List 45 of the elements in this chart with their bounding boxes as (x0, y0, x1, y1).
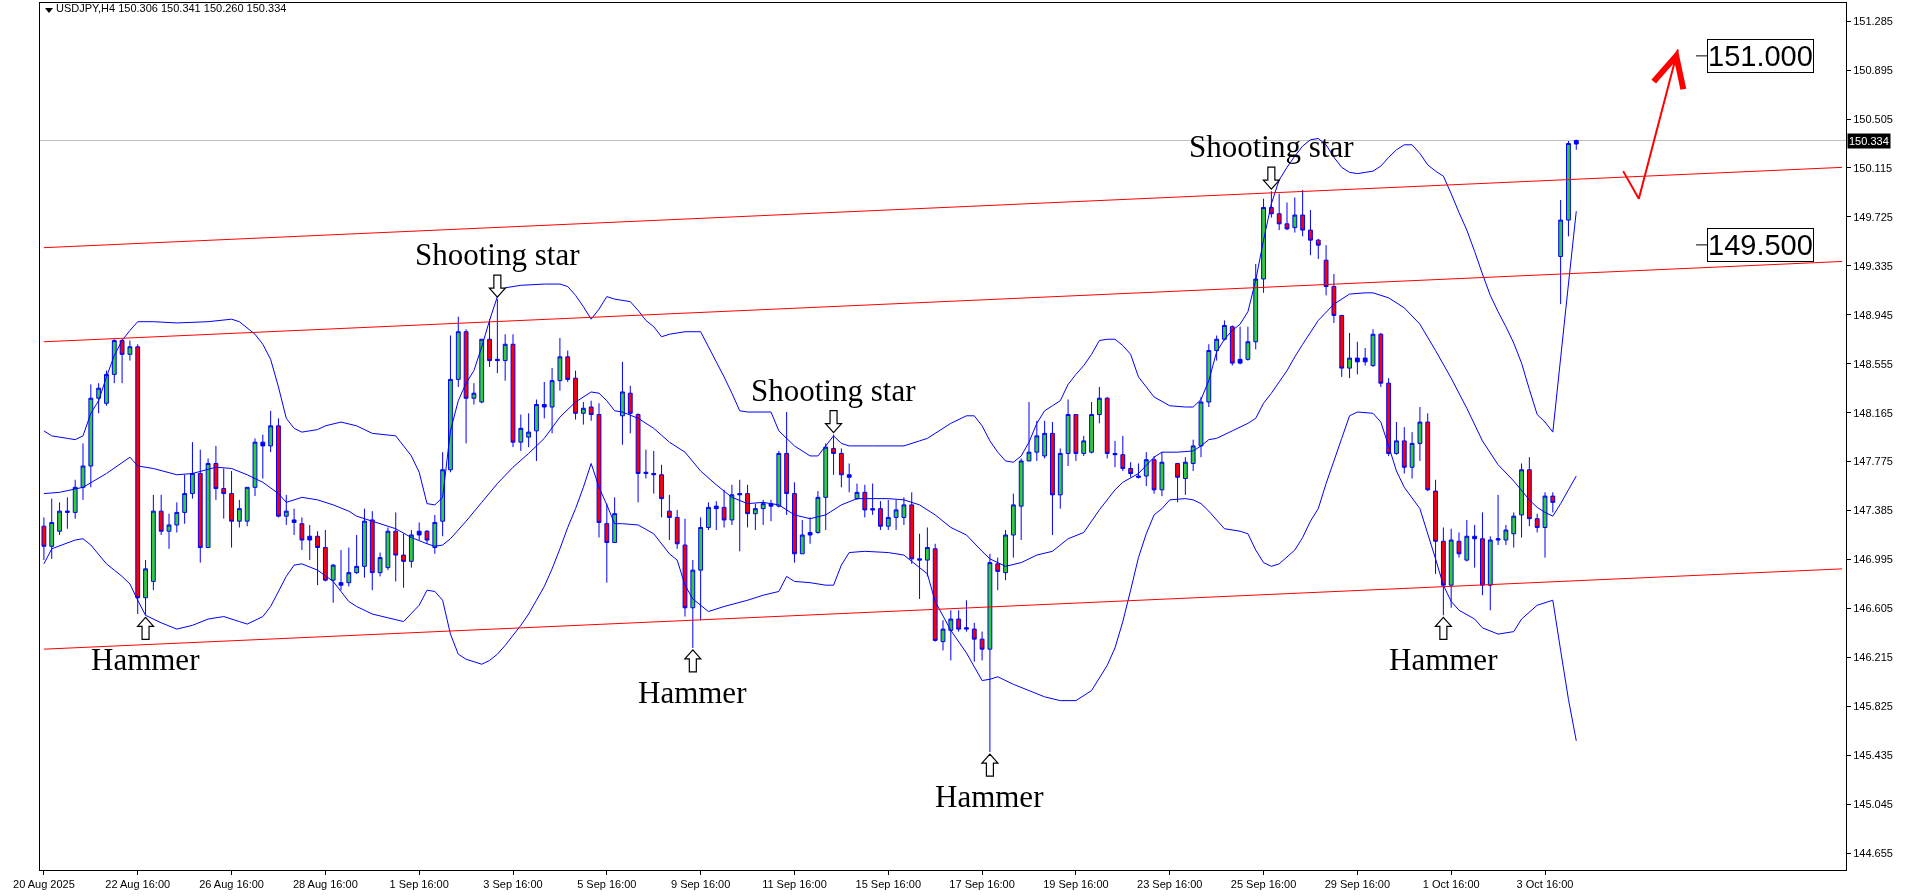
x-tick-label: 9 Sep 16:00 (670, 878, 731, 891)
annotation: Hammer (638, 675, 748, 710)
annotation: Hammer (935, 779, 1045, 814)
y-tick-label: 147.385 (1853, 504, 1893, 517)
y-tick-label: 145.825 (1853, 700, 1893, 713)
y-tick-label: 150.505 (1853, 112, 1893, 125)
y-tick-label: 148.555 (1853, 357, 1893, 370)
annotation: Shooting star (751, 373, 917, 408)
y-tick-label: 146.995 (1853, 553, 1893, 566)
x-tick-label: 11 Sep 16:00 (762, 878, 827, 891)
x-tick-label: 5 Sep 16:00 (577, 878, 637, 891)
y-tick-label: 145.435 (1853, 749, 1893, 762)
x-tick-label: 15 Sep 16:00 (855, 878, 921, 891)
y-tick-label: 149.725 (1853, 210, 1893, 223)
annotation: Hammer (91, 642, 201, 677)
annotation: 151.000 (1708, 40, 1813, 72)
annotation: Hammer (1389, 642, 1499, 677)
y-tick-label: 144.655 (1853, 846, 1893, 859)
x-tick-label: 3 Sep 16:00 (483, 878, 543, 891)
x-tick-label: 17 Sep 16:00 (949, 878, 1015, 891)
x-tick-label: 22 Aug 16:00 (105, 878, 171, 891)
x-tick-label: 1 Oct 16:00 (1422, 878, 1480, 891)
x-tick-label: 29 Sep 16:00 (1324, 878, 1391, 891)
x-tick-label: 28 Aug 16:00 (292, 878, 358, 891)
x-tick-label: 19 Sep 16:00 (1043, 878, 1109, 891)
y-tick-label: 146.605 (1853, 602, 1893, 615)
y-tick-label: 146.215 (1853, 651, 1893, 664)
y-tick-label: 148.165 (1853, 406, 1893, 419)
y-tick-label: 145.045 (1853, 797, 1893, 810)
annotation: Shooting star (415, 237, 581, 272)
y-tick-label: 148.945 (1853, 308, 1893, 321)
y-tick-label: 151.285 (1853, 15, 1893, 28)
y-tick-label: 147.775 (1853, 455, 1893, 468)
y-tick-label: 149.335 (1853, 259, 1893, 272)
chart-title: USDJPY,H4 150.306 150.341 150.260 150.334 (56, 1, 287, 14)
x-tick-label: 26 Aug 16:00 (199, 878, 264, 891)
annotation: 149.500 (1708, 229, 1813, 261)
y-tick-label: 150.895 (1853, 63, 1893, 76)
y-tick-label: 150.115 (1853, 161, 1893, 174)
x-tick-label: 3 Oct 16:00 (1516, 878, 1574, 891)
x-tick-label: 25 Sep 16:00 (1230, 878, 1297, 891)
ref-line-label: 150.334 (1849, 135, 1889, 147)
x-tick-label: 23 Sep 16:00 (1137, 878, 1203, 891)
x-tick-label: 1 Sep 16:00 (389, 878, 449, 891)
x-tick-label: 20 Aug 2025 (13, 878, 75, 891)
